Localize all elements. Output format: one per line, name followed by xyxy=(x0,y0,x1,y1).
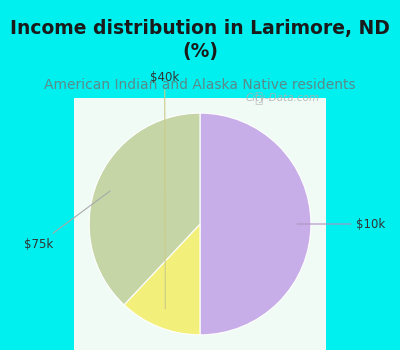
Wedge shape xyxy=(89,113,200,305)
Text: American Indian and Alaska Native residents: American Indian and Alaska Native reside… xyxy=(44,78,356,92)
Wedge shape xyxy=(124,224,200,335)
Text: $40k: $40k xyxy=(150,71,179,309)
Text: ⦾: ⦾ xyxy=(254,91,263,105)
Text: City-Data.com: City-Data.com xyxy=(246,93,320,103)
Text: $10k: $10k xyxy=(297,217,386,231)
Text: $75k: $75k xyxy=(24,191,110,251)
FancyBboxPatch shape xyxy=(0,52,400,350)
Wedge shape xyxy=(200,113,311,335)
Text: Income distribution in Larimore, ND
(%): Income distribution in Larimore, ND (%) xyxy=(10,19,390,61)
